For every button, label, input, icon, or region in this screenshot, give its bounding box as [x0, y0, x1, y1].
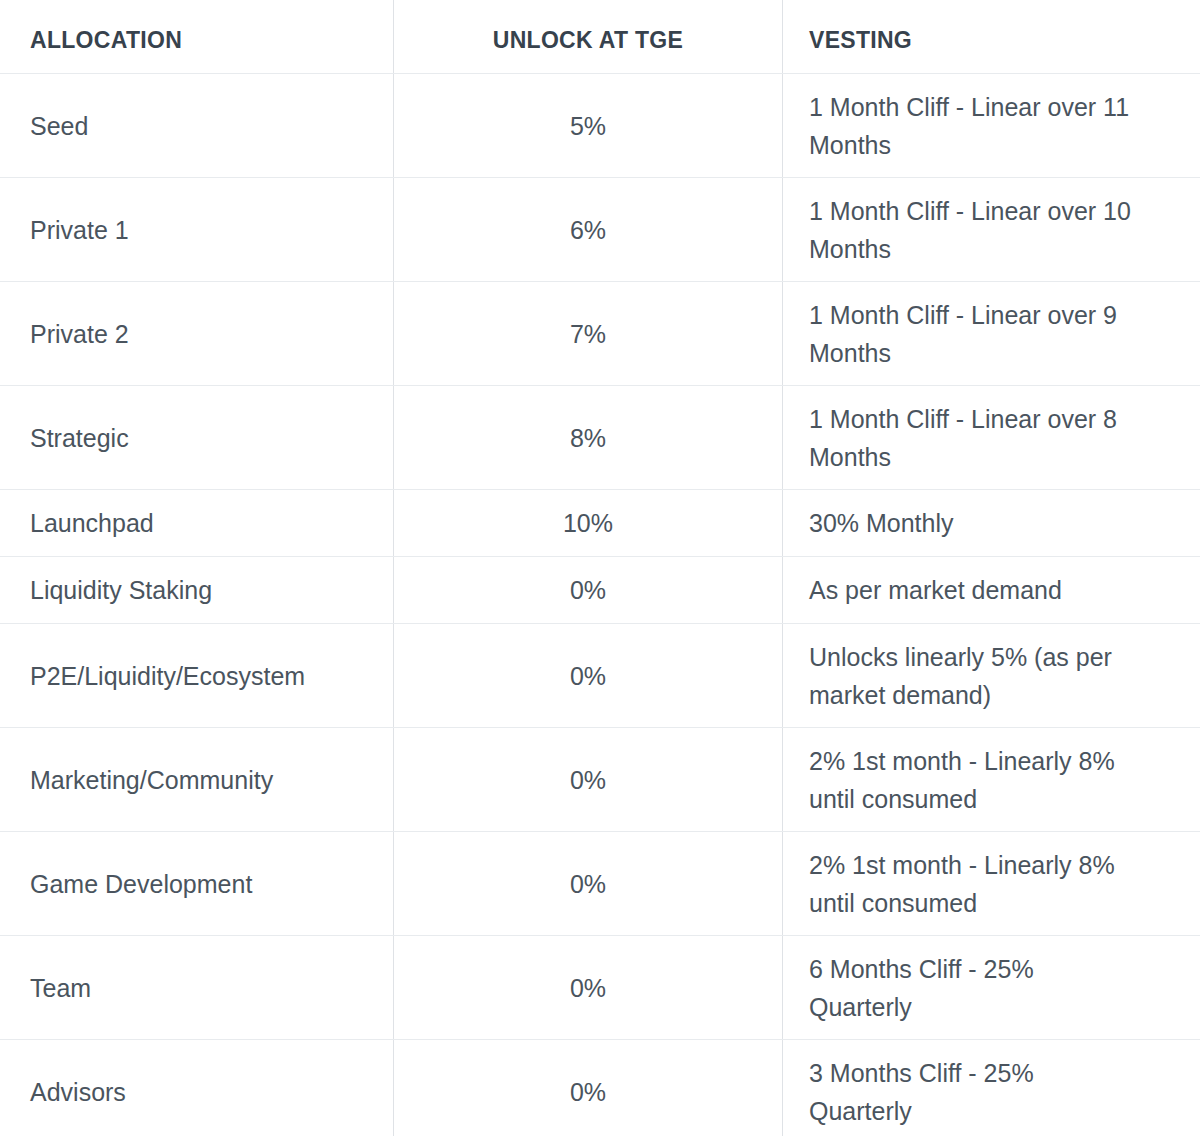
vesting-cell: 3 Months Cliff - 25% Quarterly — [783, 1040, 1200, 1136]
unlock-at-tge-cell: 5% — [393, 74, 783, 177]
vesting-text: 30% Monthly — [809, 504, 954, 542]
vesting-cell: As per market demand — [783, 557, 1200, 623]
allocation-cell: Advisors — [0, 1040, 393, 1136]
column-header-vesting: VESTING — [783, 0, 1200, 73]
allocation-cell: Liquidity Staking — [0, 557, 393, 623]
table-row: Seed 5% 1 Month Cliff - Linear over 11 M… — [0, 73, 1200, 177]
unlock-at-tge-cell: 7% — [393, 282, 783, 385]
table-row: Private 1 6% 1 Month Cliff - Linear over… — [0, 177, 1200, 281]
vesting-cell: 1 Month Cliff - Linear over 9 Months — [783, 282, 1200, 385]
allocation-cell: Strategic — [0, 386, 393, 489]
vesting-text: 1 Month Cliff - Linear over 8 Months — [809, 400, 1137, 476]
table-row: Strategic 8% 1 Month Cliff - Linear over… — [0, 385, 1200, 489]
vesting-cell: 2% 1st month - Linearly 8% until consume… — [783, 728, 1200, 831]
table-row: Game Development 0% 2% 1st month - Linea… — [0, 831, 1200, 935]
vesting-text: Unlocks linearly 5% (as per market deman… — [809, 638, 1137, 714]
column-header-allocation: ALLOCATION — [0, 0, 393, 73]
table-row: Launchpad 10% 30% Monthly — [0, 489, 1200, 556]
vesting-text: 1 Month Cliff - Linear over 9 Months — [809, 296, 1137, 372]
vesting-text: As per market demand — [809, 571, 1062, 609]
vesting-text: 1 Month Cliff - Linear over 10 Months — [809, 192, 1137, 268]
table-row: P2E/Liquidity/Ecosystem 0% Unlocks linea… — [0, 623, 1200, 727]
vesting-cell: 6 Months Cliff - 25% Quarterly — [783, 936, 1200, 1039]
vesting-text: 2% 1st month - Linearly 8% until consume… — [809, 846, 1137, 922]
unlock-at-tge-cell: 6% — [393, 178, 783, 281]
allocation-cell: P2E/Liquidity/Ecosystem — [0, 624, 393, 727]
tokenomics-vesting-table: ALLOCATION UNLOCK AT TGE VESTING Seed 5%… — [0, 0, 1200, 1136]
unlock-at-tge-cell: 0% — [393, 936, 783, 1039]
unlock-at-tge-cell: 0% — [393, 624, 783, 727]
table-row: Team 0% 6 Months Cliff - 25% Quarterly — [0, 935, 1200, 1039]
unlock-at-tge-cell: 8% — [393, 386, 783, 489]
table-row: Liquidity Staking 0% As per market deman… — [0, 556, 1200, 623]
vesting-text: 2% 1st month - Linearly 8% until consume… — [809, 742, 1137, 818]
allocation-cell: Team — [0, 936, 393, 1039]
vesting-text: 6 Months Cliff - 25% Quarterly — [809, 950, 1137, 1026]
allocation-cell: Private 2 — [0, 282, 393, 385]
allocation-cell: Marketing/Community — [0, 728, 393, 831]
vesting-cell: 1 Month Cliff - Linear over 8 Months — [783, 386, 1200, 489]
unlock-at-tge-cell: 0% — [393, 557, 783, 623]
allocation-cell: Launchpad — [0, 490, 393, 556]
table-row: Marketing/Community 0% 2% 1st month - Li… — [0, 727, 1200, 831]
table-row: Advisors 0% 3 Months Cliff - 25% Quarter… — [0, 1039, 1200, 1136]
unlock-at-tge-cell: 10% — [393, 490, 783, 556]
table-body: Seed 5% 1 Month Cliff - Linear over 11 M… — [0, 73, 1200, 1136]
allocation-cell: Game Development — [0, 832, 393, 935]
vesting-cell: Unlocks linearly 5% (as per market deman… — [783, 624, 1200, 727]
vesting-text: 3 Months Cliff - 25% Quarterly — [809, 1054, 1137, 1130]
column-header-unlock-at-tge: UNLOCK AT TGE — [393, 0, 783, 73]
vesting-cell: 1 Month Cliff - Linear over 11 Months — [783, 74, 1200, 177]
table-header-row: ALLOCATION UNLOCK AT TGE VESTING — [0, 0, 1200, 73]
unlock-at-tge-cell: 0% — [393, 728, 783, 831]
allocation-cell: Seed — [0, 74, 393, 177]
unlock-at-tge-cell: 0% — [393, 832, 783, 935]
vesting-cell: 2% 1st month - Linearly 8% until consume… — [783, 832, 1200, 935]
vesting-cell: 30% Monthly — [783, 490, 1200, 556]
vesting-cell: 1 Month Cliff - Linear over 10 Months — [783, 178, 1200, 281]
allocation-cell: Private 1 — [0, 178, 393, 281]
table-row: Private 2 7% 1 Month Cliff - Linear over… — [0, 281, 1200, 385]
vesting-text: 1 Month Cliff - Linear over 11 Months — [809, 88, 1137, 164]
unlock-at-tge-cell: 0% — [393, 1040, 783, 1136]
